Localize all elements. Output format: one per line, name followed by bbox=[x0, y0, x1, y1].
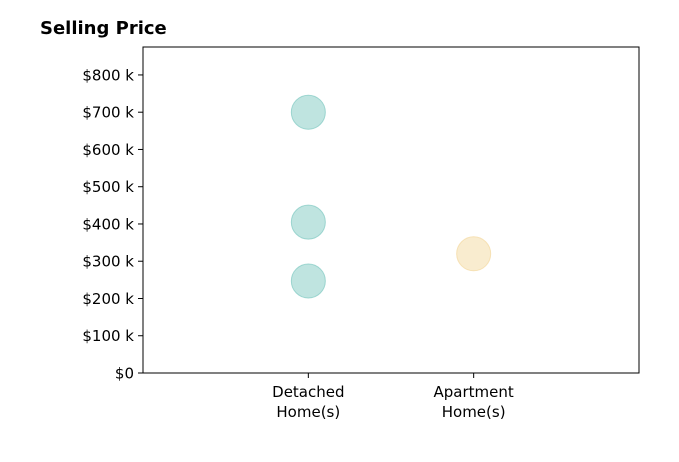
point bbox=[290, 263, 326, 299]
y-tick-label: $300 k bbox=[82, 253, 134, 271]
plot-frame bbox=[142, 46, 640, 374]
y-tick-label: $0 bbox=[115, 365, 134, 383]
x-tick-label: Detached Home(s) bbox=[272, 383, 345, 421]
chart-title: Selling Price bbox=[40, 18, 167, 39]
y-tick-label: $100 k bbox=[82, 327, 134, 345]
point bbox=[290, 204, 326, 240]
y-tick-label: $800 k bbox=[82, 66, 134, 84]
point bbox=[290, 94, 326, 130]
y-tick-label: $700 k bbox=[82, 104, 134, 122]
point bbox=[456, 236, 492, 272]
y-tick-label: $500 k bbox=[82, 178, 134, 196]
x-tick-label: Apartment Home(s) bbox=[433, 383, 514, 421]
y-tick-label: $200 k bbox=[82, 290, 134, 308]
y-tick-label: $400 k bbox=[82, 215, 134, 233]
y-tick-label: $600 k bbox=[82, 141, 134, 159]
